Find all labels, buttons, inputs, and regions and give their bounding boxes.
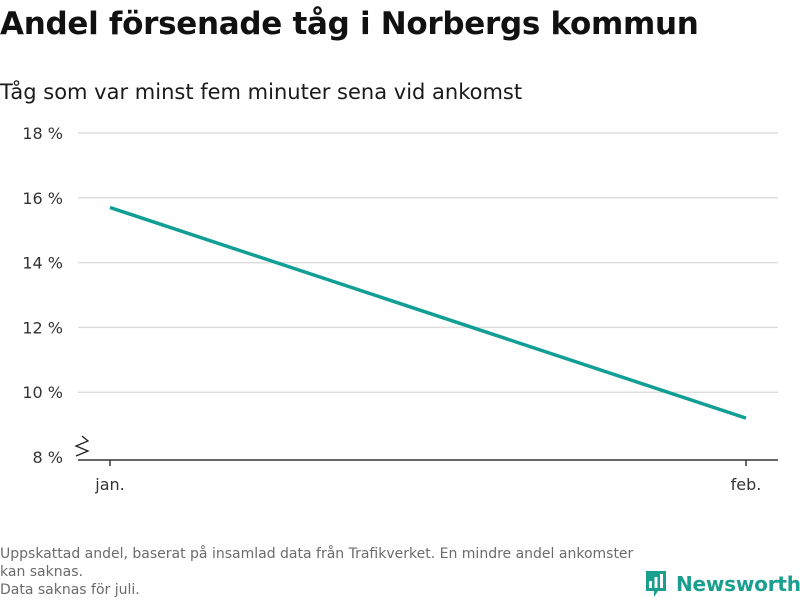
y-tick-label: 12 % [22, 318, 63, 337]
y-tick-label: 10 % [22, 383, 63, 402]
x-tick-label: feb. [731, 475, 762, 494]
footnote-missing-data: Data saknas för juli. [0, 582, 140, 598]
chart-subtitle: Tåg som var minst fem minuter sena vid a… [0, 80, 523, 104]
x-tick-label: jan. [94, 475, 124, 494]
y-tick-label: 16 % [22, 189, 63, 208]
y-tick-label: 14 % [22, 254, 63, 273]
y-tick-label: 18 % [22, 124, 63, 143]
y-axis-break-mark [74, 435, 90, 457]
line-chart: 8 % 10 % 12 % 14 % 16 % 18 % jan. feb. [22, 124, 778, 494]
chart-footnote: Uppskattad andel, baserat på insamlad da… [0, 545, 640, 599]
logo-text: Newsworthy [676, 572, 800, 596]
chart-title: Andel försenade tåg i Norbergs kommun [0, 6, 699, 42]
newsworthy-chart-icon [646, 571, 666, 597]
newsworthy-logo: Newsworthy [644, 569, 800, 599]
series-line [109, 205, 747, 420]
y-tick-label: 8 % [33, 448, 63, 467]
footnote-source: Uppskattad andel, baserat på insamlad da… [0, 546, 634, 580]
